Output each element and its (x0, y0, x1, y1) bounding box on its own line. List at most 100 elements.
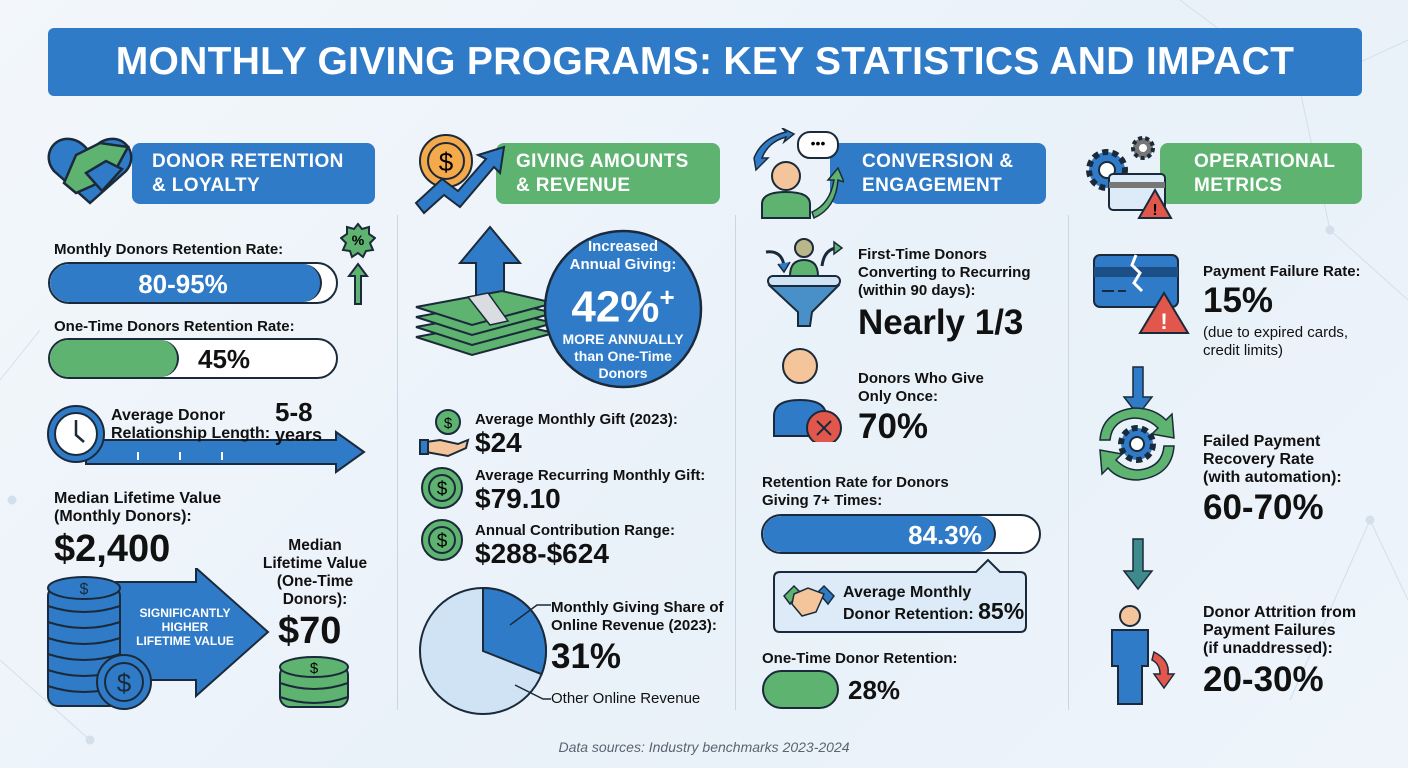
onetime-retention-bar: 45% (48, 338, 338, 379)
svg-text:$: $ (310, 660, 319, 677)
svg-text:$: $ (444, 415, 453, 432)
label-line: Recovery Rate (1203, 451, 1315, 468)
gear-recovery-cycle-icon (1099, 407, 1175, 481)
onetime-donor-retention-value: 28% (848, 675, 901, 705)
seven-times-bar: 84.3% (761, 514, 1041, 554)
page-title: MONTHLY GIVING PROGRAMS: KEY STATISTICS … (48, 28, 1362, 96)
person-attrition-icon (1111, 605, 1176, 705)
label-line: Average Monthly (843, 584, 972, 601)
increased-giving-text: Increased Annual Giving: 42%+ MORE ANNUA… (548, 238, 698, 382)
svg-text:$: $ (80, 581, 89, 598)
header-line: CONVERSION & (862, 151, 1014, 172)
giving-item-label: Average Recurring Monthly Gift: (475, 467, 706, 484)
label-line: Retention Rate for Donors (762, 474, 949, 491)
coin-stack-arrow-icon: $ $ (47, 568, 270, 710)
heart-handshake-icon (47, 137, 133, 205)
down-arrow-icon (1122, 366, 1154, 417)
section-header-conversion: CONVERSION & ENGAGEMENT (830, 143, 1046, 204)
recovery-label: Failed Payment Recovery Rate (with autom… (1203, 433, 1342, 487)
text-line: HIGHER (161, 620, 209, 634)
onetime-retention-value: 45% (198, 344, 251, 374)
svg-text:•••: ••• (811, 135, 826, 151)
svg-text:%: % (352, 232, 365, 248)
relationship-unit: years (275, 425, 323, 445)
increased-giving-value: 42% (571, 282, 660, 332)
giving-item-value: $288-$624 (475, 538, 609, 569)
pie-value: 31% (551, 637, 622, 676)
first-time-value: Nearly 1/3 (858, 303, 1024, 342)
onetime-retention-label: One-Time Donors Retention Rate: (54, 318, 295, 335)
svg-text:$: $ (439, 147, 454, 177)
first-time-label: First-Time Donors Converting to Recurrin… (858, 246, 1031, 300)
clock-timeline-arrow-icon (47, 405, 366, 474)
svg-text:!: ! (1152, 202, 1157, 219)
label-line: Median (288, 537, 342, 554)
note-line: credit limits) (1203, 342, 1284, 359)
label-line: First-Time Donors (858, 246, 987, 263)
svg-text:$: $ (437, 531, 448, 552)
giving-item-value: $24 (475, 427, 522, 458)
label-line: Donor Attrition from (1203, 604, 1357, 621)
section-header-retention: DONOR RETENTION & LOYALTY (132, 143, 375, 204)
section-header-giving: GIVING AMOUNTS & REVENUE (496, 143, 720, 204)
callout-value: 85% (978, 598, 1025, 624)
broken-card-warning-icon: ! (1093, 254, 1190, 334)
person-cycle-icon: ••• (753, 128, 844, 220)
retention-callout-box (773, 558, 1027, 633)
column-divider (1068, 215, 1069, 710)
label-line: Median Lifetime Value (54, 490, 222, 507)
label-line: Donors Who Give (858, 370, 984, 387)
label-line: Relationship Length: (111, 425, 271, 442)
dollar-coin-icon: $ (421, 519, 463, 561)
payment-failure-value: 15% (1203, 281, 1274, 320)
label-line: (with automation): (1203, 469, 1342, 486)
hand-coin-icon: $ (419, 409, 470, 458)
header-line: METRICS (1194, 175, 1283, 196)
coin-growth-icon: $ (414, 134, 506, 215)
relationship-value: 5-8 (275, 397, 313, 427)
payment-failure-note: (due to expired cards, credit limits) (1203, 324, 1348, 360)
data-sources-footer: Data sources: Industry benchmarks 2023-2… (558, 739, 850, 755)
person-x-icon (773, 348, 842, 442)
monthly-retention-label: Monthly Donors Retention Rate: (54, 241, 284, 258)
label-line: Monthly Giving Share of (551, 599, 724, 616)
column-divider (397, 215, 398, 710)
label-line: (Monthly Donors): (54, 508, 192, 525)
callout-label: Average Monthly Donor Retention: 85% (843, 584, 1024, 624)
money-stack-up-arrow-icon (415, 225, 555, 357)
header-line: DONOR RETENTION (152, 151, 344, 172)
giving-item-label: Average Monthly Gift (2023): (475, 411, 678, 428)
text-line: MORE ANNUALLY (562, 330, 684, 347)
seven-times-value: 84.3% (908, 520, 982, 550)
green-coin-stack-icon: $ (279, 656, 349, 708)
ltv-monthly-value: $2,400 (54, 528, 171, 570)
header-line: GIVING AMOUNTS (516, 151, 689, 172)
give-once-label: Donors Who Give Only Once: (858, 370, 984, 406)
header-line: & LOYALTY (152, 175, 261, 196)
pie-label: Monthly Giving Share of Online Revenue (… (551, 599, 724, 635)
label-line: (within 90 days): (858, 282, 976, 299)
monthly-retention-bar: 80-95% (48, 262, 338, 304)
label-line: Average Donor (111, 407, 226, 424)
ltv-onetime-label: Median Lifetime Value (One-Time Donors): (255, 537, 375, 609)
label-line: (One-Time (276, 573, 354, 590)
gear-card-warning-icon: ! (1086, 136, 1173, 219)
giving-item-value: $79.10 (475, 483, 561, 514)
label-line: Donor Retention: (843, 606, 974, 623)
header-line: OPERATIONAL (1194, 151, 1336, 172)
label-line: Only Once: (858, 388, 939, 405)
relationship-label: Average Donor Relationship Length: (111, 407, 270, 443)
onetime-donor-retention-bar (762, 670, 839, 709)
label-line: Online Revenue (2023): (551, 617, 717, 634)
header-line: ENGAGEMENT (862, 175, 1003, 196)
text-line: than One-Time (574, 347, 672, 364)
ltv-monthly-label: Median Lifetime Value (Monthly Donors): (54, 490, 221, 526)
handshake-icon (783, 584, 835, 617)
svg-text:$: $ (117, 668, 132, 698)
text-line: LIFETIME VALUE (136, 634, 234, 648)
onetime-donor-retention-label: One-Time Donor Retention: (762, 650, 958, 667)
attrition-value: 20-30% (1203, 660, 1324, 699)
note-line: (due to expired cards, (1203, 324, 1349, 341)
online-revenue-pie (419, 586, 551, 715)
